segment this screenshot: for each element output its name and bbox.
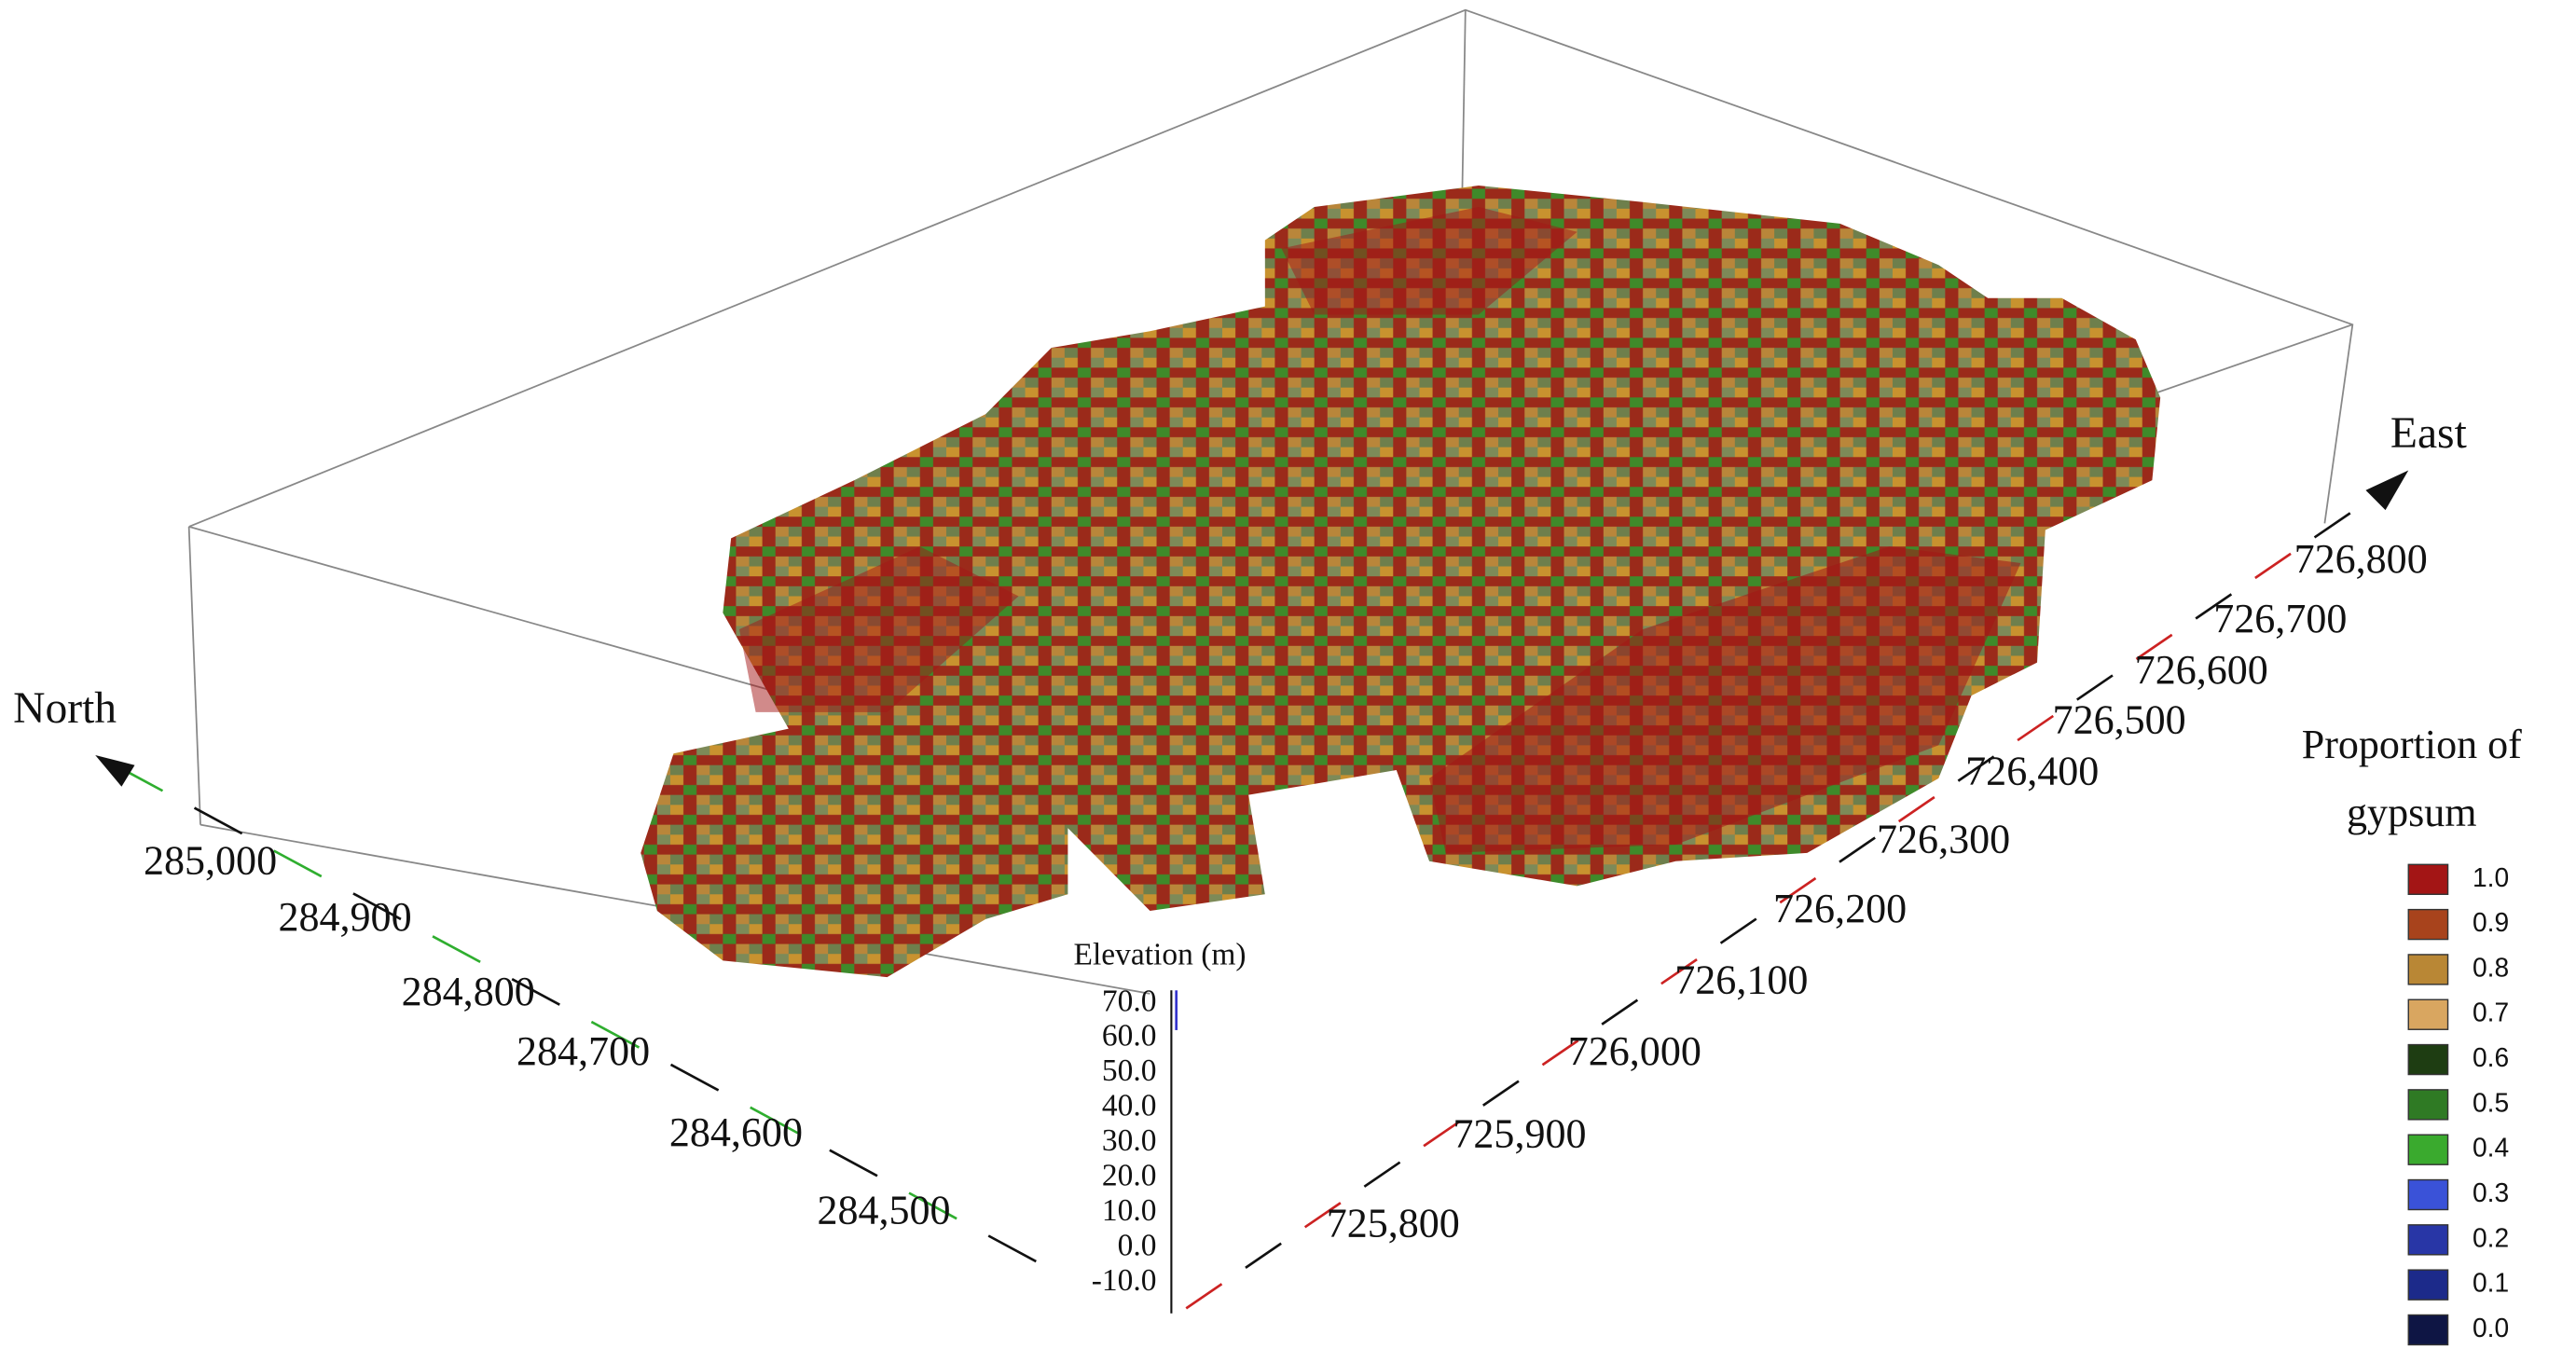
axis-segment: [511, 977, 560, 1006]
tick-label: 726,200: [1773, 886, 1907, 931]
axis-segment: [829, 1149, 878, 1177]
tick-label: 726,100: [1674, 957, 1808, 1002]
axis-segment: [2254, 552, 2292, 580]
legend-label: 0.0: [2473, 1313, 2509, 1342]
tick-label: 284,600: [669, 1109, 803, 1155]
tick-label: 70.0: [1102, 984, 1157, 1018]
tick-label: 725,800: [1327, 1200, 1460, 1246]
axis-segment: [669, 1063, 720, 1092]
axis-segment: [432, 935, 481, 963]
tick-label: 20.0: [1102, 1159, 1157, 1193]
tick-label: 60.0: [1102, 1019, 1157, 1053]
axis-label: East: [2390, 408, 2467, 458]
axis-segment: [1482, 1080, 1520, 1107]
tick-label: 726,800: [2294, 536, 2428, 582]
tick-label: 30.0: [1102, 1123, 1157, 1158]
legend-swatch: [2407, 1224, 2449, 1256]
legend-swatch: [2407, 908, 2449, 941]
axis-segment: [1839, 836, 1876, 863]
elevation-axis: Elevation (m) 70.060.050.040.030.020.010.…: [1074, 937, 1247, 1314]
legend-label: 0.2: [2473, 1222, 2509, 1252]
tick-label: 725,900: [1453, 1110, 1586, 1156]
tick-label: 50.0: [1102, 1053, 1157, 1088]
tick-label: 284,700: [517, 1028, 650, 1074]
axis-segment: [750, 1106, 799, 1135]
axis-segment: [273, 849, 323, 878]
axis-arrow: [95, 755, 135, 787]
axis-segment: [1541, 1039, 1579, 1067]
axis-segment: [2313, 512, 2351, 539]
legend-swatch: [2407, 954, 2449, 985]
axis-segment: [2195, 593, 2233, 620]
voxel-model: [641, 185, 2161, 978]
axis-segment: [1601, 998, 1639, 1026]
axis-segment: [987, 1234, 1037, 1263]
axis-segment: [2135, 633, 2173, 661]
tick-label: 40.0: [1102, 1089, 1157, 1123]
axis-segment: [1660, 957, 1698, 985]
tick-label: 284,900: [278, 894, 411, 940]
axis-segment: [2017, 714, 2055, 742]
tick-label: 726,700: [2213, 596, 2347, 641]
axis-segment: [1719, 917, 1757, 944]
legend-swatch: [2407, 1134, 2449, 1165]
tick-label: 10.0: [1102, 1193, 1157, 1228]
tick-label: -10.0: [1092, 1263, 1157, 1298]
axis-arrow: [2365, 470, 2409, 511]
legend-swatch: [2407, 1178, 2449, 1211]
tick-label: 726,400: [1965, 748, 2099, 793]
tick-label: 726,000: [1568, 1028, 1701, 1074]
legend-swatch: [2407, 863, 2449, 895]
axis-segment: [1957, 755, 1995, 782]
tick-label: 284,800: [402, 969, 535, 1014]
axis-label: North: [13, 683, 117, 733]
legend-label: 0.9: [2473, 907, 2509, 937]
axis-segment: [1779, 876, 1817, 904]
tick-label: 284,500: [817, 1187, 950, 1232]
tick-label: 726,300: [1877, 816, 2010, 861]
tick-label: 726,600: [2135, 647, 2268, 693]
axis-segment: [2076, 674, 2114, 701]
axis-segment: [1245, 1242, 1282, 1269]
legend-swatch: [2407, 1314, 2449, 1346]
legend-title: Proportion of: [2302, 722, 2522, 767]
tick-label: 285,000: [144, 837, 277, 883]
legend-label: 0.8: [2473, 952, 2509, 982]
legend-title: gypsum: [2347, 790, 2476, 835]
axis-segment: [352, 892, 402, 921]
legend-label: 0.5: [2473, 1087, 2509, 1117]
legend: Proportion of gypsum 1.0 0.9 0.8 0.7 0.6 0.5 0.4…: [2302, 722, 2522, 1346]
legend-swatch: [2407, 998, 2449, 1030]
legend-label: 0.7: [2473, 998, 2509, 1027]
legend-swatch: [2407, 1089, 2449, 1121]
axis-segment: [1363, 1161, 1401, 1188]
legend-label: 0.4: [2473, 1133, 2509, 1163]
axis-label: Elevation (m): [1074, 937, 1247, 971]
legend-swatch: [2407, 1269, 2449, 1301]
tick-label: 0.0: [1118, 1229, 1157, 1263]
legend-label: 0.3: [2473, 1177, 2509, 1207]
axis-segment: [1303, 1202, 1342, 1229]
legend-label: 0.6: [2473, 1042, 2509, 1072]
axis-segment: [1185, 1283, 1223, 1310]
legend-swatch: [2407, 1043, 2449, 1076]
axis-segment: [908, 1191, 957, 1220]
axis-segment: [1897, 795, 1935, 823]
axis-segment: [1423, 1121, 1461, 1148]
axis-segment: [193, 806, 243, 835]
axis-segment: [590, 1020, 641, 1049]
legend-label: 0.1: [2473, 1268, 2509, 1298]
tick-label: 726,500: [2053, 696, 2186, 742]
legend-label: 1.0: [2473, 862, 2509, 892]
